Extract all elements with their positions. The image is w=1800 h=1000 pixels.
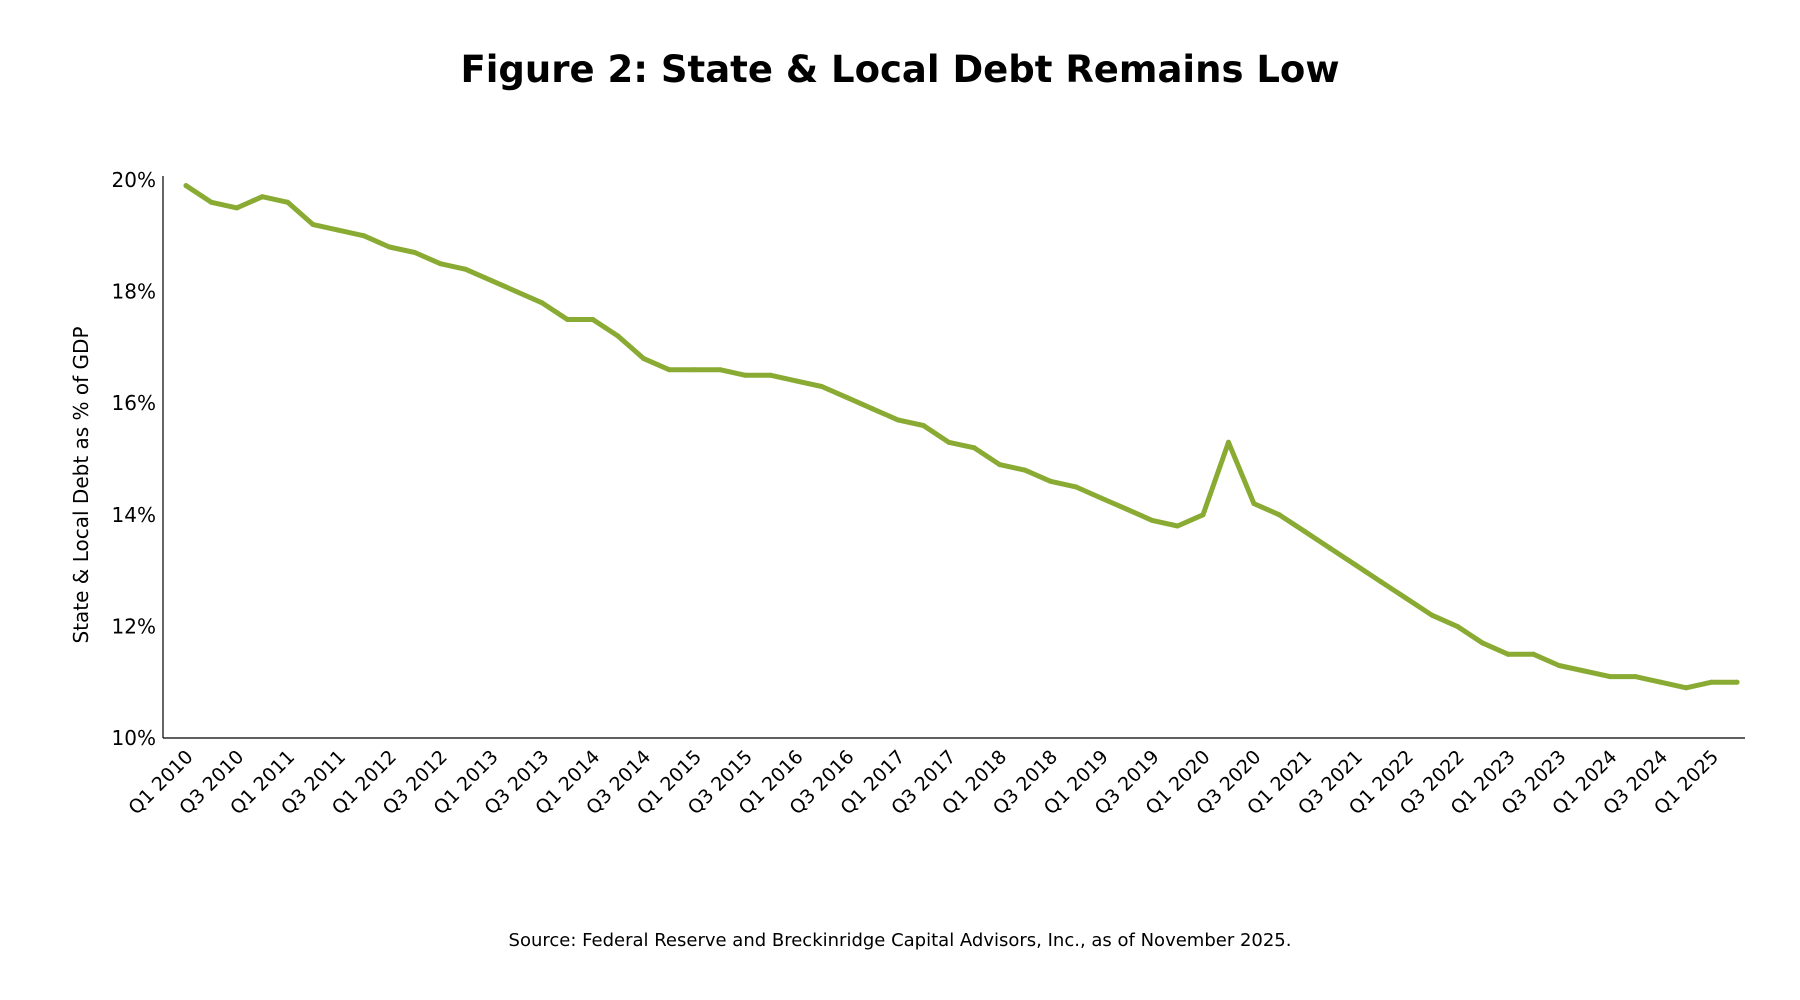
data-point	[1149, 517, 1155, 523]
source-note: Source: Federal Reserve and Breckinridge…	[508, 930, 1292, 951]
data-point	[208, 199, 214, 205]
data-point	[1327, 545, 1333, 551]
data-point	[1302, 529, 1308, 534]
data-point	[1607, 674, 1613, 680]
data-point	[1378, 579, 1384, 585]
data-point	[1734, 679, 1740, 685]
data-point	[1683, 685, 1689, 691]
data-point	[1022, 467, 1028, 473]
data-point	[463, 266, 469, 272]
data-point	[1531, 651, 1537, 657]
data-point	[717, 367, 723, 373]
data-point	[844, 395, 850, 401]
data-point	[895, 417, 901, 423]
data-point	[1175, 523, 1181, 529]
data-point	[1505, 651, 1511, 657]
data-point	[361, 233, 367, 239]
data-point	[259, 194, 265, 200]
data-point	[1429, 612, 1435, 618]
data-point	[1251, 501, 1257, 507]
data-point	[819, 384, 825, 389]
data-point	[920, 423, 926, 428]
data-point	[1226, 439, 1231, 445]
y-tick-label: 10%	[112, 726, 156, 750]
data-point	[1454, 623, 1460, 629]
y-tick-label: 20%	[112, 168, 156, 192]
y-axis-label: State & Local Debt as % of GDP	[69, 326, 93, 643]
data-point	[539, 300, 545, 306]
data-point	[742, 372, 748, 378]
data-point	[1098, 495, 1104, 501]
data-point	[412, 250, 418, 255]
data-point	[1632, 674, 1638, 680]
data-point	[386, 244, 392, 250]
data-point	[336, 227, 342, 233]
data-point	[1658, 679, 1664, 685]
y-tick-label: 18%	[112, 280, 156, 304]
data-point	[1073, 484, 1079, 490]
data-point	[870, 406, 875, 412]
data-point	[997, 462, 1003, 468]
data-point	[971, 445, 977, 451]
series-line	[183, 183, 1740, 691]
data-points	[183, 183, 1740, 691]
data-point	[234, 205, 240, 211]
data-point	[564, 317, 570, 322]
y-tick-label: 14%	[112, 503, 156, 527]
data-point	[793, 378, 799, 384]
data-point	[1200, 512, 1206, 518]
data-point	[1404, 596, 1409, 601]
y-tick-label: 12%	[112, 614, 156, 638]
data-point	[1556, 663, 1562, 668]
data-point	[285, 199, 291, 205]
data-point	[692, 367, 697, 373]
data-point	[590, 317, 596, 322]
data-point	[183, 183, 189, 189]
data-point	[310, 222, 316, 228]
data-point	[1048, 478, 1053, 484]
data-point	[488, 277, 494, 283]
data-point	[641, 356, 647, 362]
y-axis-label-group: State & Local Debt as % of GDP	[69, 326, 93, 643]
data-point	[1353, 562, 1359, 568]
data-point	[1709, 679, 1715, 685]
data-point	[1276, 512, 1282, 518]
data-point	[437, 261, 443, 267]
data-point	[615, 333, 621, 339]
data-point	[514, 289, 519, 295]
y-tick-label: 16%	[112, 391, 156, 415]
data-point	[946, 439, 952, 445]
y-axis-ticks: 10% 12% 14% 16% 18% 20%	[112, 168, 156, 750]
data-point	[666, 367, 672, 373]
data-point	[1124, 506, 1130, 512]
data-point	[1480, 640, 1486, 646]
chart-title: Figure 2: State & Local Debt Remains Low	[460, 48, 1340, 91]
data-point	[1581, 668, 1587, 674]
data-point	[768, 372, 774, 378]
